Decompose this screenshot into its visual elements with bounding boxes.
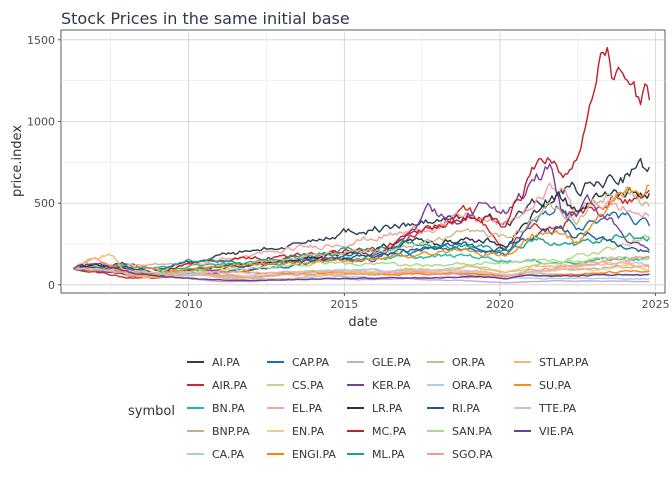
legend-label-san-pa: SAN.PA: [452, 425, 492, 438]
plot-panel: [60, 29, 666, 294]
legend-label-air-pa: AIR.PA: [212, 379, 247, 392]
legend-label-tte-pa: TTE.PA: [538, 402, 577, 415]
x-axis-ticks: 2010 2015 2020 2025: [175, 293, 670, 311]
legend-label-bn-pa: BN.PA: [212, 402, 245, 415]
legend-label-en-pa: EN.PA: [292, 425, 325, 438]
series-line-tte-pa: [73, 261, 650, 277]
legend-label-gle-pa: GLE.PA: [372, 356, 411, 369]
legend-label-ora-pa: ORA.PA: [452, 379, 493, 392]
series-line-stlap-pa: [73, 253, 650, 282]
y-tick-label-3: 1500: [27, 34, 55, 47]
legend-label-bnp-pa: BNP.PA: [212, 425, 250, 438]
legend-label-lr-pa: LR.PA: [372, 402, 403, 415]
legend-label-or-pa: OR.PA: [452, 356, 485, 369]
x-tick-label-1: 2015: [330, 298, 358, 311]
x-tick-label-0: 2010: [175, 298, 203, 311]
legend: AI.PA AIR.PA BN.PA BNP.PA CA.PA CAP.PA CS.PA EL…: [187, 356, 589, 461]
y-tick-label-2: 1000: [27, 115, 55, 128]
x-axis-title: date: [348, 315, 377, 330]
legend-label-ml-pa: ML.PA: [372, 448, 405, 461]
legend-label-ca-pa: CA.PA: [212, 448, 244, 461]
legend-title: symbol: [128, 404, 175, 419]
legend-label-sgo-pa: SGO.PA: [452, 448, 493, 461]
legend-label-su-pa: SU.PA: [539, 379, 571, 392]
x-tick-label-3: 2025: [642, 298, 670, 311]
legend-label-ai-pa: AI.PA: [212, 356, 240, 369]
legend-label-mc-pa: MC.PA: [372, 425, 407, 438]
series-line-vie-pa: [73, 262, 650, 282]
x-tick-label-2: 2020: [486, 298, 514, 311]
legend-label-ri-pa: RI.PA: [452, 402, 480, 415]
legend-label-ker-pa: KER.PA: [372, 379, 411, 392]
legend-label-stlap-pa: STLAP.PA: [539, 356, 589, 369]
series-line-el-pa: [73, 182, 650, 270]
legend-label-vie-pa: VIE.PA: [539, 425, 574, 438]
legend-label-el-pa: EL.PA: [292, 402, 323, 415]
y-tick-label-1: 500: [34, 197, 55, 210]
y-axis-ticks: 0 500 1000 1500: [27, 34, 61, 292]
chart-title: Stock Prices in the same initial base: [61, 9, 350, 28]
y-tick-label-0: 0: [48, 279, 55, 292]
y-axis-title: price.index: [10, 125, 25, 197]
legend-label-engi-pa: ENGI.PA: [292, 448, 336, 461]
legend-label-cs-pa: CS.PA: [292, 379, 324, 392]
series-line-san-pa: [73, 255, 650, 274]
gridlines: [61, 30, 665, 293]
series-line-ml-pa: [73, 232, 650, 274]
series-lines: [73, 46, 651, 284]
legend-label-cap-pa: CAP.PA: [292, 356, 330, 369]
